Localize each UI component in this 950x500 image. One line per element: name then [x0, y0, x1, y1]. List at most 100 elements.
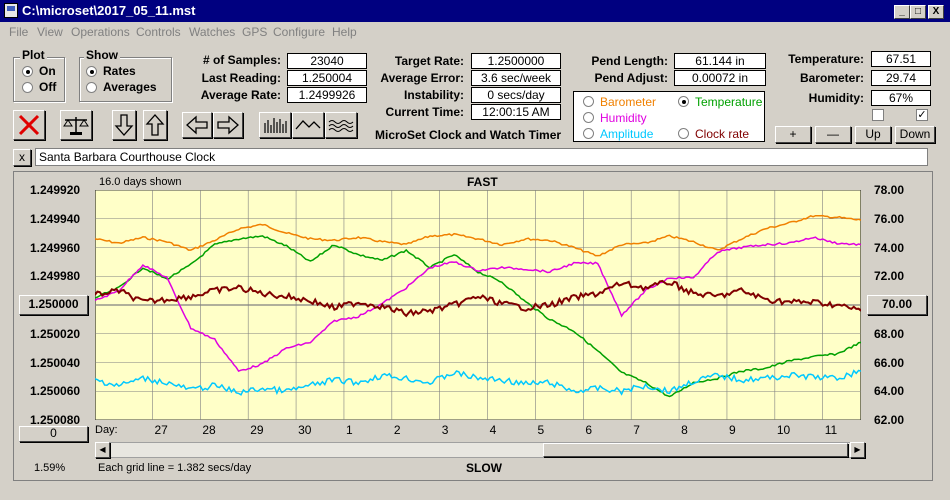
- plus-button[interactable]: +: [775, 126, 811, 143]
- scroll-right-button[interactable]: [213, 112, 243, 138]
- x-tick-label: 4: [489, 423, 497, 437]
- y-left-tick-label: 1.249980: [30, 269, 81, 284]
- show-averages-radio[interactable]: [86, 82, 97, 93]
- x-tick-label: 7: [633, 423, 640, 437]
- show-group: [79, 57, 172, 102]
- window-title: C:\microset\2017_05_11.mst: [22, 3, 196, 18]
- wave-view-button[interactable]: [292, 112, 324, 138]
- target-rate-field[interactable]: 1.2500000: [471, 53, 561, 69]
- wave-icon: [295, 120, 321, 130]
- arrow-down-icon: [114, 114, 134, 136]
- clock-rate-radio[interactable]: [678, 128, 689, 139]
- scroll-left-button[interactable]: [182, 112, 212, 138]
- x-tick-label: 11: [824, 423, 838, 437]
- app-icon[interactable]: [4, 3, 18, 18]
- average-error-field: 3.6 sec/week: [471, 70, 561, 86]
- x-tick-label: 28: [202, 423, 216, 437]
- option-checkbox-2[interactable]: ✓: [916, 109, 928, 121]
- squiggle-view-button[interactable]: [325, 112, 357, 138]
- rate-up-button[interactable]: [143, 110, 167, 140]
- barometer-field: 29.74: [871, 70, 931, 86]
- instability-label: Instability:: [403, 88, 464, 102]
- temperature-option-label: Temperature: [695, 95, 763, 109]
- slow-label: SLOW: [466, 461, 502, 475]
- close-button[interactable]: X: [928, 5, 944, 19]
- option-checkbox-1[interactable]: [872, 109, 884, 121]
- clear-clock-name-button[interactable]: x: [13, 149, 31, 166]
- arrow-left-icon: [186, 115, 208, 135]
- temperature-label: Temperature:: [788, 52, 864, 66]
- y-right-tick-label: 76.00: [874, 211, 905, 226]
- scroll-thumb[interactable]: [543, 443, 848, 457]
- day-offset-button[interactable]: 0: [19, 426, 88, 442]
- bars-view-button[interactable]: [259, 112, 291, 138]
- amplitude-option-label: Amplitude: [600, 127, 654, 141]
- minus-button[interactable]: —: [815, 126, 851, 143]
- balance-button[interactable]: [60, 110, 92, 140]
- plot-group-title: Plot: [20, 48, 47, 62]
- y-left-tick-label: 1.250040: [30, 355, 81, 370]
- scroll-left-arrow[interactable]: ◀: [95, 442, 110, 458]
- scroll-right-arrow[interactable]: ▶: [850, 442, 865, 458]
- maximize-button[interactable]: □: [910, 5, 926, 19]
- y-right-tick-label: 64.00: [874, 384, 905, 399]
- show-rates-radio[interactable]: [86, 66, 97, 77]
- menu-watches[interactable]: Watches: [189, 25, 236, 39]
- barometer-radio[interactable]: [583, 96, 594, 107]
- grid-note: Each grid line = 1.382 secs/day: [98, 462, 252, 474]
- clock-name-input[interactable]: Santa Barbara Courthouse Clock: [35, 148, 928, 166]
- y-right-tick-label: 74.00: [874, 240, 905, 255]
- plot-on-label: On: [39, 64, 56, 78]
- menu-help[interactable]: Help: [332, 25, 357, 39]
- title-bar: C:\microset\2017_05_11.mst _ □ X: [0, 0, 950, 22]
- center-rate-button[interactable]: 1.250000: [19, 295, 88, 315]
- pend-adjust-label: Pend Adjust:: [594, 71, 668, 85]
- y-left-tick-label: 1.249960: [30, 240, 81, 255]
- center-temp-button[interactable]: 70.00: [867, 295, 927, 315]
- menu-controls[interactable]: Controls: [136, 25, 181, 39]
- x-tick-label: 8: [681, 423, 688, 437]
- current-time-field: 12:00:15 AM: [471, 104, 561, 120]
- average-rate-label: Average Rate:: [200, 88, 281, 102]
- last-reading-label: Last Reading:: [201, 71, 281, 85]
- balance-icon: [63, 117, 89, 135]
- show-rates-label: Rates: [103, 64, 136, 78]
- arrow-right-icon: [217, 115, 239, 135]
- menu-operations[interactable]: Operations: [71, 25, 130, 39]
- series-barometer: [95, 214, 861, 257]
- menu-configure[interactable]: Configure: [273, 25, 326, 39]
- average-rate-field: 1.2499926: [287, 87, 367, 103]
- y-left-tick-label: 1.249940: [30, 211, 81, 226]
- current-time-label: Current Time:: [385, 105, 464, 119]
- percent-label: 1.59%: [34, 462, 66, 474]
- x-tick-label: 30: [298, 423, 312, 437]
- pend-adjust-field[interactable]: 0.00072 in: [674, 70, 766, 86]
- up-button[interactable]: Up: [855, 126, 891, 143]
- y-left-tick-label: 1.250060: [30, 384, 81, 399]
- menu-view[interactable]: View: [37, 25, 63, 39]
- stop-button[interactable]: [13, 110, 45, 140]
- menu-file[interactable]: File: [9, 25, 29, 39]
- bars-icon: [264, 118, 287, 133]
- x-tick-label: 1: [345, 423, 353, 437]
- menu-gps[interactable]: GPS: [242, 25, 268, 39]
- down-button[interactable]: Down: [895, 126, 935, 143]
- sensor-select-panel: [573, 91, 765, 142]
- minimize-button[interactable]: _: [894, 5, 910, 19]
- humidity-radio[interactable]: [583, 112, 594, 123]
- plot-on-radio[interactable]: [22, 66, 33, 77]
- pend-length-field[interactable]: 61.144 in: [674, 53, 766, 69]
- amplitude-radio[interactable]: [583, 128, 594, 139]
- squiggle-icon: [328, 120, 354, 132]
- y-left-tick-label: 1.250020: [30, 326, 81, 341]
- humidity-field: 67%: [871, 90, 931, 106]
- last-reading-field: 1.250004: [287, 70, 367, 86]
- average-error-label: Average Error:: [380, 71, 464, 85]
- x-tick-label: 6: [585, 423, 592, 437]
- plot-off-radio[interactable]: [22, 82, 33, 93]
- temperature-radio[interactable]: [678, 96, 689, 107]
- series-amplitude: [95, 369, 861, 396]
- x-tick-label: 10: [776, 423, 791, 437]
- rate-down-button[interactable]: [112, 110, 136, 140]
- humidity-option-label: Humidity: [600, 111, 647, 125]
